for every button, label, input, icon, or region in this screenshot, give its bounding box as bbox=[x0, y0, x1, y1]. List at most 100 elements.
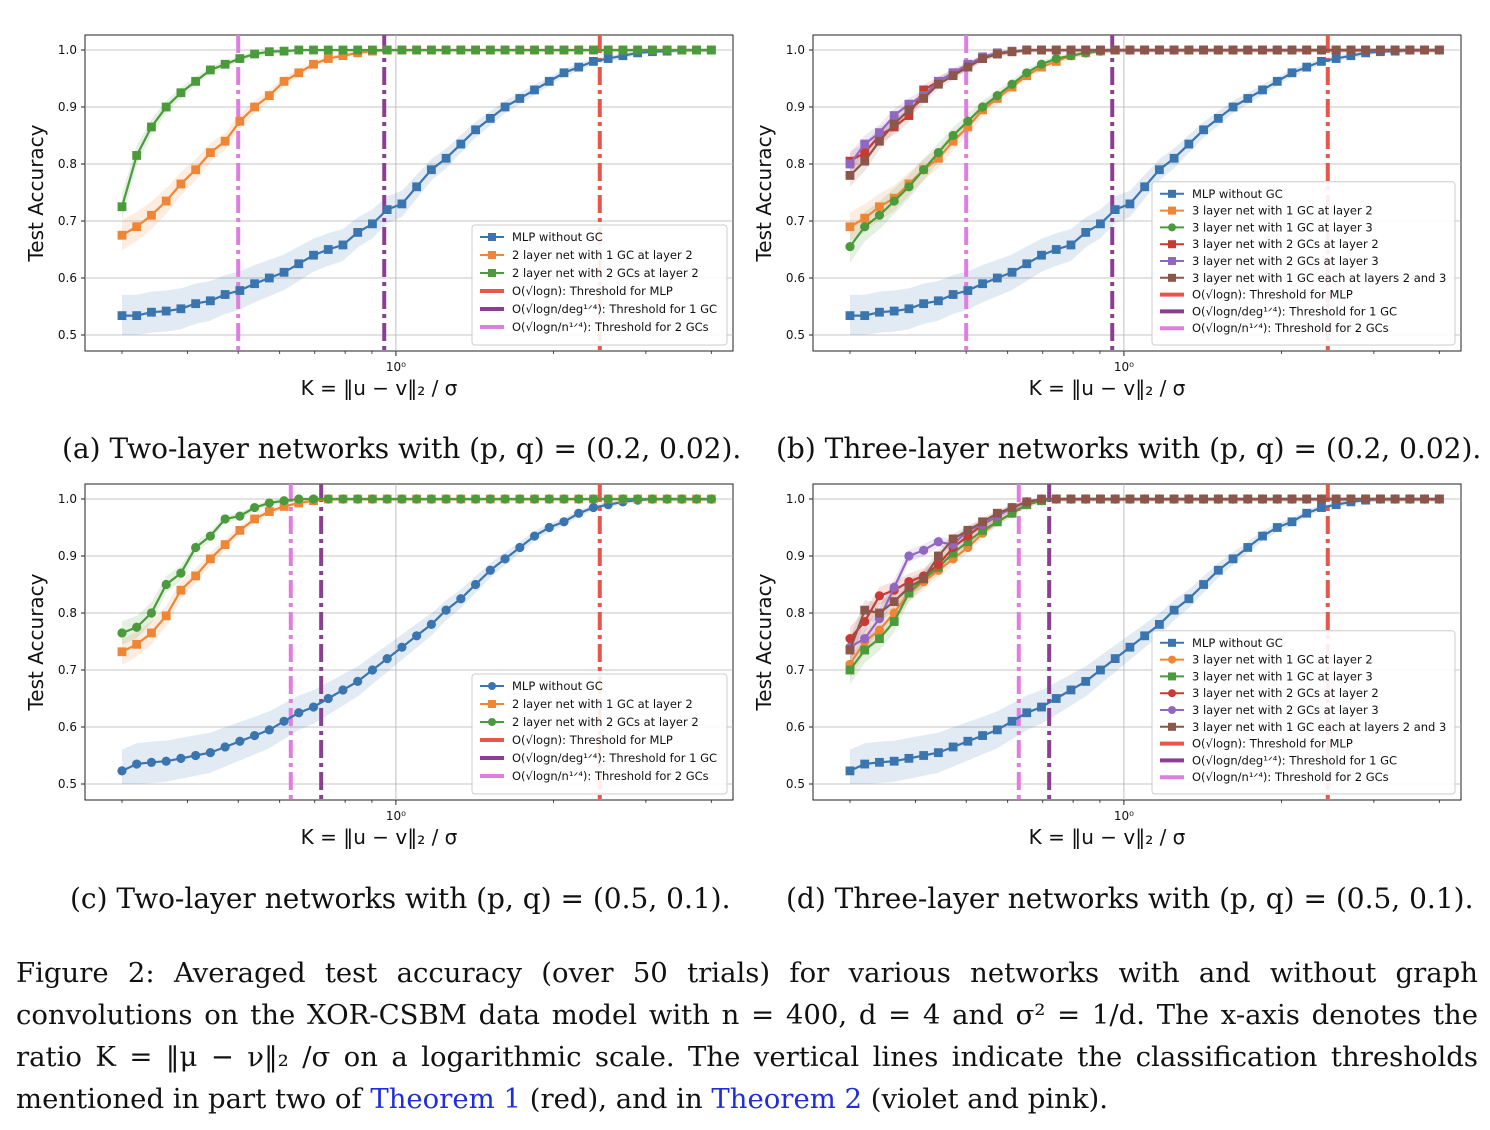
legend-marker bbox=[1168, 638, 1176, 647]
data-point bbox=[904, 99, 914, 109]
data-point bbox=[1007, 47, 1017, 57]
data-point bbox=[205, 65, 215, 75]
theorem-2-link[interactable]: Theorem 2 bbox=[711, 1083, 863, 1115]
data-point bbox=[1331, 54, 1341, 63]
data-point bbox=[338, 240, 348, 250]
data-point bbox=[978, 54, 987, 63]
data-point bbox=[1243, 543, 1253, 552]
data-point bbox=[1007, 503, 1017, 512]
data-point bbox=[1125, 642, 1135, 652]
data-point bbox=[845, 645, 855, 655]
data-point bbox=[1199, 125, 1208, 135]
data-point bbox=[485, 45, 495, 55]
data-point bbox=[948, 548, 958, 558]
data-point bbox=[382, 45, 392, 55]
data-point bbox=[308, 494, 319, 504]
data-point bbox=[904, 551, 914, 561]
data-point bbox=[706, 45, 716, 55]
data-point bbox=[933, 559, 943, 570]
data-point bbox=[647, 494, 657, 504]
data-point bbox=[279, 502, 289, 511]
data-point bbox=[860, 213, 870, 223]
theorem-1-link[interactable]: Theorem 1 bbox=[370, 1083, 521, 1115]
data-point bbox=[860, 156, 870, 166]
data-point bbox=[963, 537, 973, 547]
legend-marker bbox=[1168, 257, 1176, 265]
tick-label-y: 0.9 bbox=[58, 100, 77, 114]
data-point bbox=[1154, 494, 1164, 504]
data-point bbox=[919, 94, 929, 103]
data-point bbox=[963, 525, 973, 535]
data-point bbox=[875, 202, 884, 212]
data-point bbox=[1302, 508, 1312, 518]
data-point bbox=[1096, 665, 1105, 675]
data-point bbox=[1184, 494, 1194, 504]
data-point bbox=[191, 76, 201, 86]
data-point bbox=[1081, 45, 1091, 55]
data-point bbox=[963, 116, 973, 126]
data-point bbox=[456, 594, 466, 604]
data-point bbox=[147, 628, 156, 638]
data-point bbox=[948, 71, 958, 81]
data-point bbox=[1405, 45, 1415, 55]
legend-marker bbox=[488, 682, 496, 690]
data-point bbox=[691, 494, 702, 504]
data-point bbox=[1007, 79, 1017, 89]
legend-marker bbox=[488, 251, 496, 259]
data-point bbox=[132, 222, 142, 232]
legend-label: MLP without GC bbox=[512, 230, 603, 244]
data-point bbox=[309, 45, 318, 55]
data-point bbox=[1434, 494, 1444, 504]
data-point bbox=[323, 245, 333, 254]
data-point bbox=[1199, 45, 1208, 55]
figure-caption: Figure 2: Averaged test accuracy (over 5… bbox=[16, 952, 1478, 1120]
data-point bbox=[1037, 494, 1046, 504]
data-point bbox=[353, 228, 363, 237]
data-point bbox=[250, 49, 259, 59]
data-point bbox=[1287, 494, 1297, 504]
data-point bbox=[338, 51, 348, 61]
caption-c: (c) Two-layer networks with (p, q) = (0.… bbox=[70, 882, 731, 915]
legend-marker bbox=[1168, 655, 1176, 664]
data-point bbox=[1125, 45, 1135, 55]
data-point bbox=[574, 508, 584, 518]
data-point bbox=[559, 494, 569, 504]
data-point bbox=[1096, 219, 1105, 229]
data-point bbox=[1051, 494, 1061, 504]
data-point bbox=[1287, 45, 1297, 55]
data-point bbox=[1007, 716, 1017, 726]
data-point bbox=[874, 591, 885, 601]
data-point bbox=[412, 631, 422, 641]
data-point bbox=[933, 148, 943, 158]
data-point bbox=[1066, 240, 1076, 250]
data-point bbox=[441, 153, 451, 163]
tick-label-y: 0.7 bbox=[58, 663, 77, 677]
data-point bbox=[1096, 45, 1105, 55]
legend-label: 3 layer net with 2 GCs at layer 3 bbox=[1192, 703, 1379, 717]
x-axis-label: K = ‖u − v‖₂ / σ bbox=[1029, 376, 1186, 400]
legend-box bbox=[1151, 630, 1456, 795]
caption-b: (b) Three-layer networks with (p, q) = (… bbox=[776, 432, 1482, 465]
legend-label: 3 layer net with 2 GCs at layer 2 bbox=[1192, 686, 1379, 700]
data-point bbox=[992, 91, 1002, 101]
data-point bbox=[992, 49, 1002, 59]
data-point bbox=[147, 307, 156, 317]
data-point bbox=[1346, 51, 1356, 61]
y-axis-label: Test Accuracy bbox=[752, 124, 776, 262]
data-point bbox=[1199, 580, 1208, 589]
confidence-band bbox=[850, 50, 1440, 335]
data-point bbox=[1081, 677, 1091, 686]
data-point bbox=[1243, 494, 1253, 504]
legend-label: 2 layer net with 2 GCs at layer 2 bbox=[512, 266, 699, 280]
tick-label-y: 1.0 bbox=[786, 492, 805, 506]
data-point bbox=[426, 45, 436, 55]
data-point bbox=[1199, 494, 1208, 504]
data-point bbox=[933, 748, 943, 758]
data-point bbox=[1287, 68, 1297, 78]
data-point bbox=[412, 45, 422, 55]
data-point bbox=[647, 45, 657, 55]
data-point bbox=[191, 750, 201, 761]
data-point bbox=[368, 45, 377, 55]
data-point bbox=[1390, 494, 1400, 504]
data-point bbox=[250, 514, 259, 524]
